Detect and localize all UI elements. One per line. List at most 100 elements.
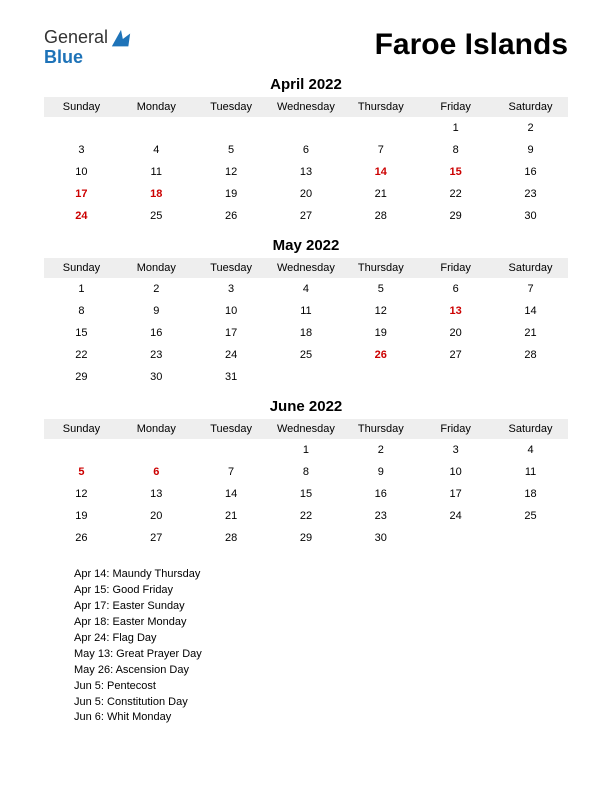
calendar-cell: 13 [418,300,493,322]
calendar-cell: 5 [194,139,269,161]
day-header: Saturday [493,258,568,278]
calendar-cell [194,117,269,139]
calendar-cell: 3 [418,439,493,461]
calendar-cell: 9 [119,300,194,322]
calendar-cell: 7 [493,278,568,300]
calendar-cell: 17 [44,183,119,205]
calendar-row: 12131415161718 [44,483,568,505]
calendar-cell: 30 [119,366,194,388]
calendar-cell: 21 [194,505,269,527]
calendar-cell [44,439,119,461]
calendar-cell: 14 [343,161,418,183]
day-header: Friday [418,258,493,278]
page-title: Faroe Islands [375,28,568,62]
calendar-row: 17181920212223 [44,183,568,205]
day-header: Wednesday [269,419,344,439]
calendar-cell: 16 [119,322,194,344]
calendar-row: 1234 [44,439,568,461]
day-header: Monday [119,419,194,439]
calendar-cell [493,527,568,549]
logo-text-wrap: General Blue [44,28,108,68]
day-header: Friday [418,419,493,439]
calendar-cell: 10 [44,161,119,183]
calendar-cell: 18 [119,183,194,205]
calendar-cell: 28 [194,527,269,549]
calendar-cell: 10 [418,461,493,483]
calendar-cell: 26 [44,527,119,549]
day-header: Sunday [44,419,119,439]
holiday-line: Jun 5: Constitution Day [74,695,568,711]
calendar-row: 12 [44,117,568,139]
day-header: Saturday [493,97,568,117]
header: General Blue Faroe Islands [44,28,568,68]
calendar-cell: 14 [493,300,568,322]
calendar-cell: 6 [119,461,194,483]
calendar-cell: 11 [269,300,344,322]
calendar-cell: 11 [493,461,568,483]
calendar-cell: 19 [194,183,269,205]
calendar-cell: 31 [194,366,269,388]
calendar-cell: 10 [194,300,269,322]
calendar-cell: 7 [194,461,269,483]
calendar-cell [269,117,344,139]
calendar-cell: 13 [269,161,344,183]
calendar-cell: 11 [119,161,194,183]
holiday-line: Apr 24: Flag Day [74,631,568,647]
day-header: Monday [119,258,194,278]
calendar-cell: 16 [343,483,418,505]
calendar-cell: 24 [418,505,493,527]
calendar-cell: 20 [269,183,344,205]
calendar-cell: 13 [119,483,194,505]
calendar-cell: 29 [269,527,344,549]
calendar-row: 1234567 [44,278,568,300]
day-header: Friday [418,97,493,117]
calendar-cell: 17 [418,483,493,505]
day-header: Saturday [493,419,568,439]
calendar-cell: 24 [44,205,119,227]
calendar-row: 10111213141516 [44,161,568,183]
calendar-cell: 5 [343,278,418,300]
calendar-cell: 15 [418,161,493,183]
calendar-cell: 23 [119,344,194,366]
day-header: Tuesday [194,419,269,439]
months-container: April 2022SundayMondayTuesdayWednesdayTh… [44,76,568,549]
calendar-row: 293031 [44,366,568,388]
calendar-cell: 26 [343,344,418,366]
calendar-cell: 12 [194,161,269,183]
month-block: April 2022SundayMondayTuesdayWednesdayTh… [44,76,568,227]
calendar-cell [343,366,418,388]
month-block: May 2022SundayMondayTuesdayWednesdayThur… [44,237,568,388]
calendar-cell: 23 [493,183,568,205]
calendar-cell: 1 [44,278,119,300]
calendar-row: 2627282930 [44,527,568,549]
calendar-cell: 27 [418,344,493,366]
calendar-cell: 2 [119,278,194,300]
calendar-cell: 25 [119,205,194,227]
day-header: Wednesday [269,97,344,117]
calendar-cell: 5 [44,461,119,483]
calendar-cell: 21 [343,183,418,205]
calendar-cell: 27 [119,527,194,549]
calendar-cell: 3 [194,278,269,300]
holiday-line: Apr 14: Maundy Thursday [74,567,568,583]
calendar-cell: 9 [493,139,568,161]
calendar-cell: 28 [343,205,418,227]
day-header: Thursday [343,97,418,117]
day-header: Wednesday [269,258,344,278]
calendar-cell: 25 [269,344,344,366]
logo-blue: Blue [44,47,83,67]
holiday-line: Apr 15: Good Friday [74,583,568,599]
logo-mark-icon [110,28,132,50]
day-header: Sunday [44,258,119,278]
calendar-cell: 30 [493,205,568,227]
calendar-cell: 4 [269,278,344,300]
calendar-cell [343,117,418,139]
holiday-line: May 26: Ascension Day [74,663,568,679]
calendar-cell: 23 [343,505,418,527]
calendar-cell: 1 [418,117,493,139]
calendar-cell: 19 [44,505,119,527]
calendar-cell [418,527,493,549]
month-title: April 2022 [44,76,568,93]
calendar-cell: 20 [418,322,493,344]
month-block: June 2022SundayMondayTuesdayWednesdayThu… [44,398,568,549]
